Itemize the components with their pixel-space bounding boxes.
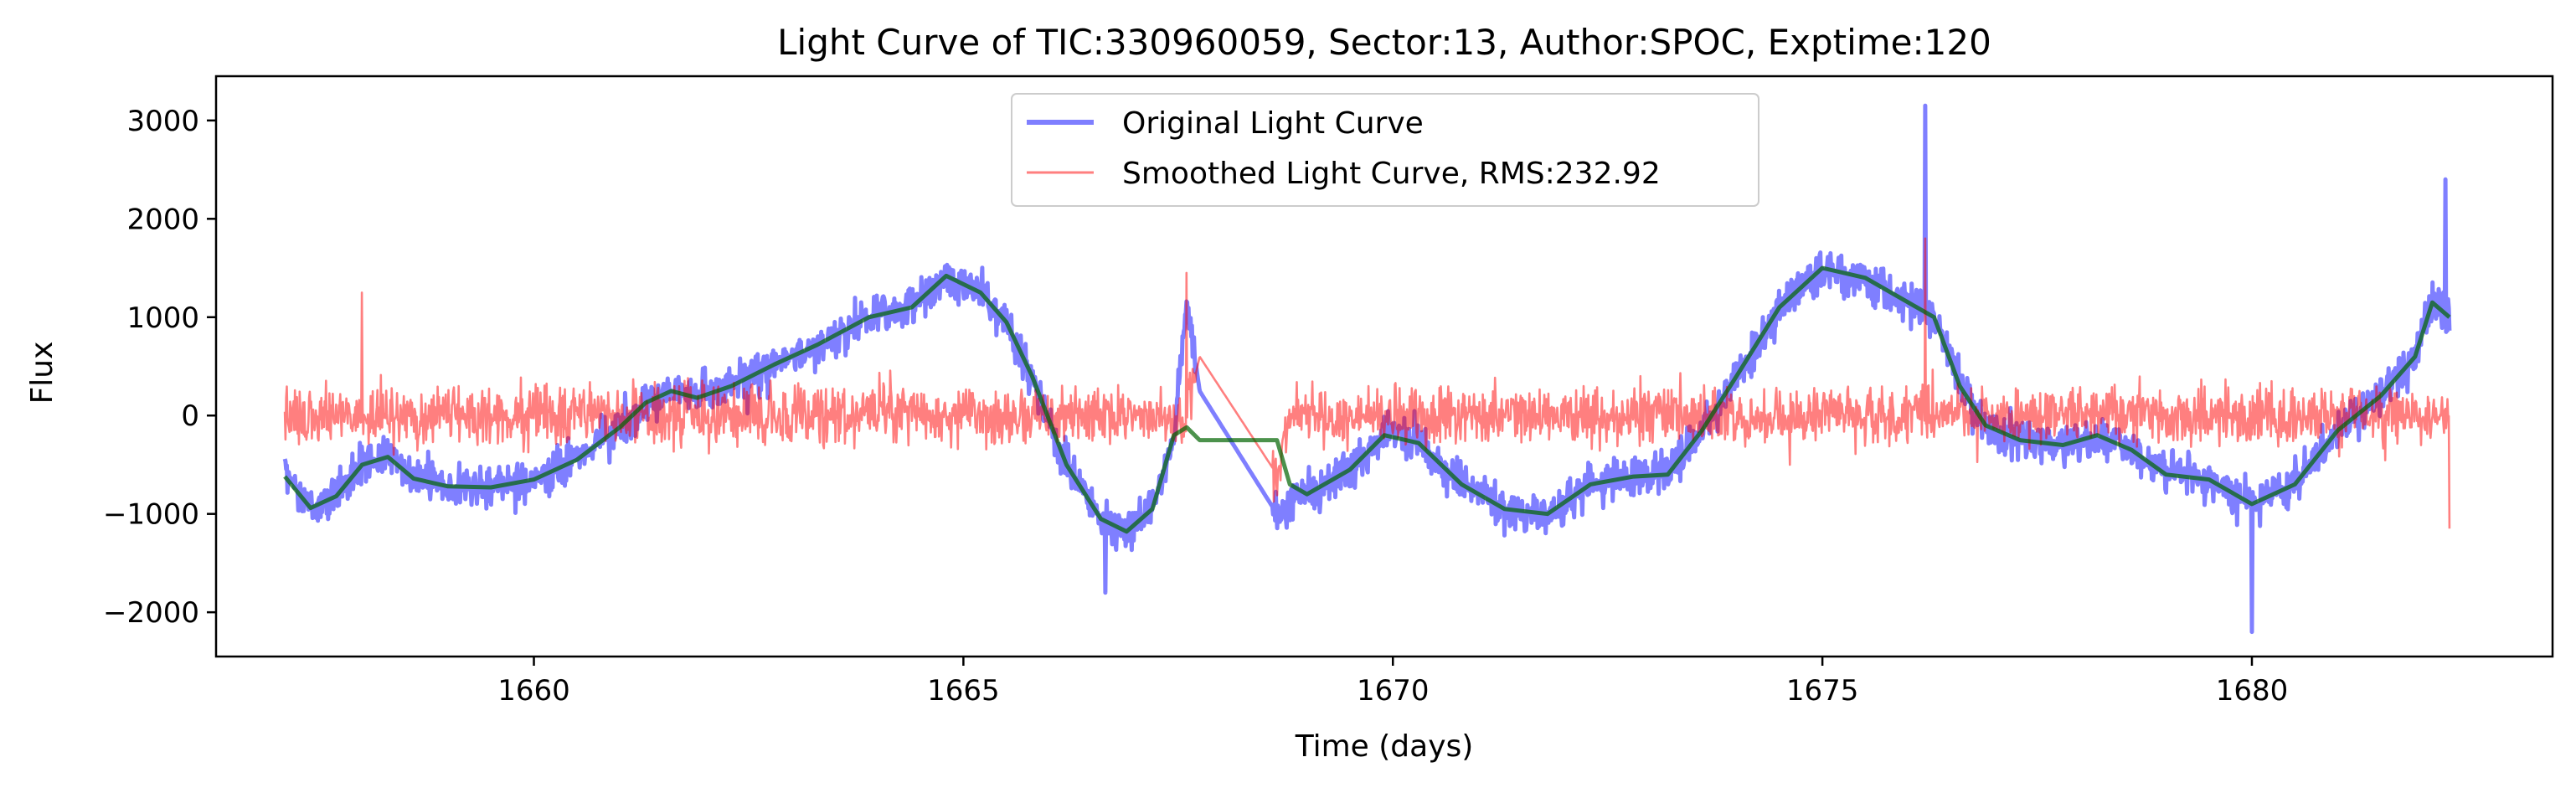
x-axis-ticks: 1660 1665 1670 1675 1680 — [497, 657, 2288, 708]
y-tick-label: −2000 — [103, 596, 199, 630]
x-tick-label: 1675 — [1786, 674, 1859, 708]
x-tick-label: 1665 — [927, 674, 1000, 708]
y-tick-label: 1000 — [126, 301, 199, 335]
x-tick-label: 1680 — [2216, 674, 2289, 708]
y-tick-label: −1000 — [103, 498, 199, 532]
chart-title: Light Curve of TIC:330960059, Sector:13,… — [777, 22, 1991, 63]
legend: Original Light Curve Smoothed Light Curv… — [1011, 93, 1759, 207]
plot-area-frame — [214, 75, 2554, 658]
x-tick-label: 1670 — [1357, 674, 1430, 708]
original-light-curve — [282, 103, 2452, 635]
y-tick-label: 0 — [181, 399, 199, 433]
x-axis-label: Time (days) — [1295, 729, 1474, 764]
y-tick-label: 3000 — [126, 105, 199, 138]
y-axis-ticks: −2000 −1000 0 1000 2000 3000 — [103, 105, 216, 630]
plot-series — [282, 103, 2452, 635]
legend-frame — [1011, 93, 1759, 207]
legend-label-original: Original Light Curve — [1122, 106, 1424, 141]
y-axis-label: Flux — [25, 342, 59, 404]
trend-curve — [283, 265, 2451, 534]
y-tick-label: 2000 — [126, 203, 199, 236]
smoothed-light-curve — [283, 237, 2451, 529]
x-tick-label: 1660 — [497, 674, 570, 708]
legend-label-smoothed: Smoothed Light Curve, RMS:232.92 — [1122, 157, 1661, 191]
